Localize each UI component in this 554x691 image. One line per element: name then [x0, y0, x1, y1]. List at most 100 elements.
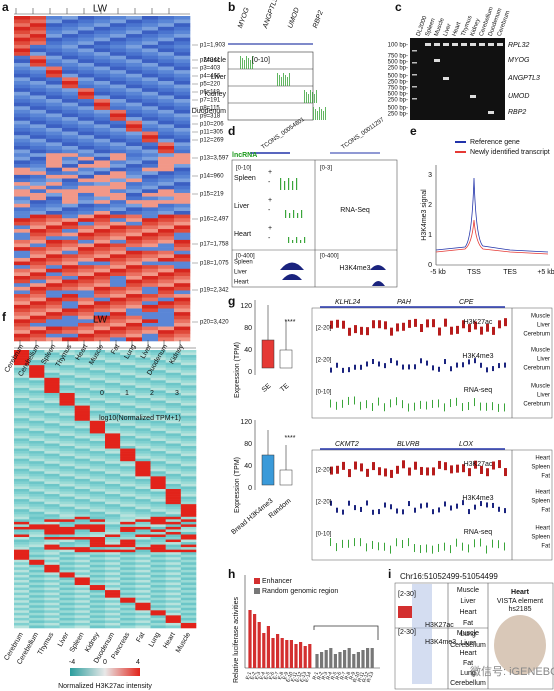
shape [14, 196, 31, 201]
shape [126, 34, 143, 38]
shape [158, 185, 175, 190]
shape [29, 617, 45, 621]
shape [62, 200, 79, 205]
shape [59, 352, 75, 356]
shape [62, 265, 79, 270]
shape [242, 58, 243, 69]
shape [59, 451, 75, 454]
shape [59, 398, 75, 401]
shape [62, 232, 79, 237]
shape [78, 23, 95, 28]
shape [150, 438, 166, 442]
shape [180, 582, 197, 586]
shape [174, 290, 191, 295]
shape [94, 250, 111, 255]
shape [59, 590, 75, 593]
tissue-label: Spleen [234, 175, 256, 182]
shape [444, 542, 445, 551]
shape [46, 117, 63, 122]
shape [126, 254, 143, 259]
shape [142, 301, 159, 306]
shape [135, 600, 151, 604]
shape [150, 564, 166, 568]
shape [174, 225, 191, 230]
shape [14, 312, 31, 317]
shape [165, 564, 182, 568]
shape [89, 574, 106, 578]
shape [46, 272, 63, 277]
shape [426, 401, 427, 410]
shape [105, 511, 121, 515]
shape [14, 59, 31, 64]
shape [62, 315, 79, 320]
y-tick: 80 [244, 441, 252, 448]
shape [390, 469, 393, 478]
shape [150, 569, 166, 573]
assay: RNA-seq [464, 387, 493, 394]
shape [110, 44, 127, 49]
shape [29, 408, 45, 411]
shape [78, 164, 95, 168]
shape [29, 380, 45, 384]
shape [62, 203, 79, 208]
shape [414, 364, 416, 370]
gene-label: UMOD [508, 93, 529, 100]
shape [46, 276, 63, 280]
lane-label: Heart [452, 21, 463, 37]
shape [89, 398, 106, 401]
shape [78, 239, 95, 244]
shape [94, 297, 111, 302]
shape [135, 592, 151, 596]
shape [384, 468, 387, 477]
shape [150, 509, 166, 513]
shape [402, 364, 404, 370]
shape [30, 236, 47, 241]
shape [14, 590, 30, 593]
shape [44, 491, 60, 495]
shape [142, 106, 159, 111]
shape [78, 142, 95, 147]
shape [94, 164, 111, 168]
cluster-label: p20=3,420 [200, 320, 229, 326]
shape [105, 357, 121, 361]
shape [74, 461, 91, 465]
shape [78, 30, 95, 35]
shape [74, 579, 91, 583]
shape [165, 413, 182, 417]
shape [174, 164, 191, 168]
shape [14, 592, 30, 596]
shape [165, 355, 182, 358]
shape [14, 182, 31, 187]
shape [46, 250, 63, 255]
shape [180, 509, 197, 513]
shape [62, 124, 79, 129]
shape [366, 648, 370, 668]
shape [105, 481, 121, 485]
shape [142, 34, 159, 38]
shape [158, 218, 175, 223]
shape [333, 654, 337, 668]
shape [456, 397, 457, 406]
shape [105, 529, 121, 533]
shape [174, 203, 191, 208]
shape [174, 322, 191, 327]
shape [158, 214, 175, 219]
assay: H3K4me3 [339, 265, 370, 272]
gene-label: RBP2 [312, 10, 325, 30]
shape [324, 650, 328, 668]
shape [46, 283, 63, 288]
shape [78, 243, 95, 248]
shape [14, 509, 30, 513]
shape [44, 387, 60, 391]
shape [30, 182, 47, 187]
shape [59, 415, 75, 419]
shape [456, 362, 458, 368]
shape [150, 600, 166, 604]
shape [78, 91, 95, 96]
shape [44, 521, 60, 525]
shape [29, 585, 45, 588]
shape [14, 413, 30, 417]
shape [29, 423, 45, 427]
shape [450, 465, 453, 474]
shape [174, 113, 191, 118]
